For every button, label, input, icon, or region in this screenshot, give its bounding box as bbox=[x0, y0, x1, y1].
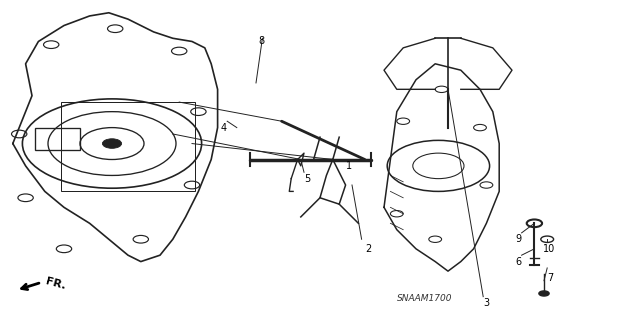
Text: 6: 6 bbox=[515, 256, 522, 267]
Text: FR.: FR. bbox=[45, 277, 67, 291]
Bar bbox=[61, 102, 195, 191]
Text: SNAAM1700: SNAAM1700 bbox=[397, 294, 452, 303]
Text: 5: 5 bbox=[304, 174, 310, 184]
Text: 10: 10 bbox=[543, 244, 556, 254]
Text: 4: 4 bbox=[221, 122, 227, 133]
Text: 1: 1 bbox=[346, 161, 352, 171]
Bar bbox=[35, 128, 80, 150]
Circle shape bbox=[539, 291, 549, 296]
Circle shape bbox=[102, 139, 122, 148]
Text: 9: 9 bbox=[515, 234, 522, 244]
Text: 2: 2 bbox=[365, 244, 371, 254]
Text: 7: 7 bbox=[547, 272, 554, 283]
Text: 3: 3 bbox=[483, 298, 490, 308]
Text: 8: 8 bbox=[258, 36, 264, 47]
